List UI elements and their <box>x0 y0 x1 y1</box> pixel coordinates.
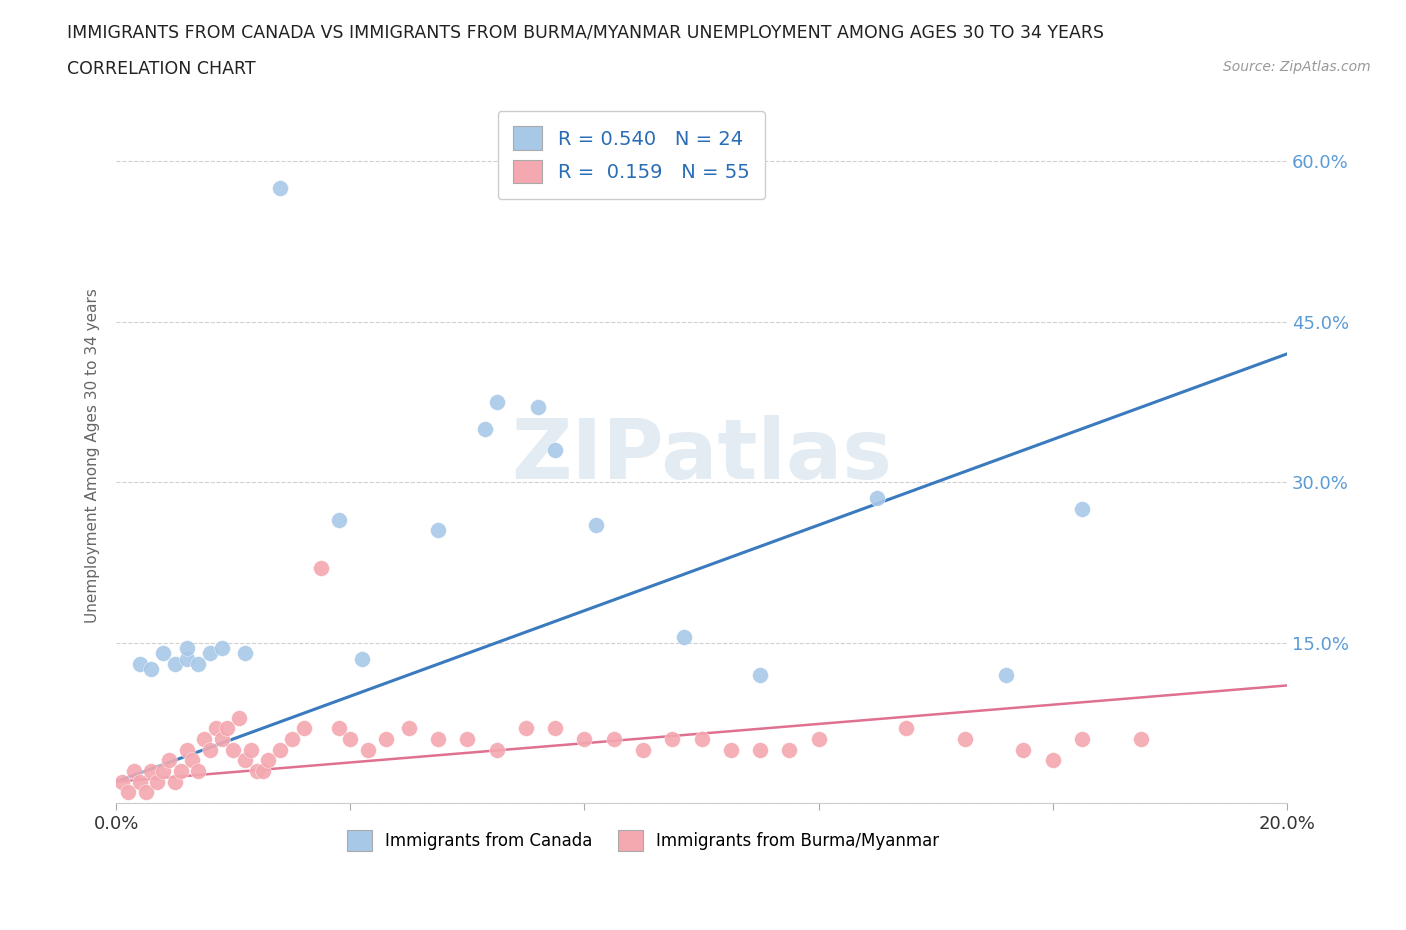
Point <box>163 775 186 790</box>
Point <box>233 646 256 661</box>
Point <box>427 523 450 538</box>
Point <box>204 721 226 736</box>
Point <box>749 742 772 757</box>
Point <box>526 400 548 415</box>
Point <box>807 732 830 747</box>
Point <box>141 764 163 778</box>
Point <box>1129 732 1152 747</box>
Point <box>357 742 380 757</box>
Legend: Immigrants from Canada, Immigrants from Burma/Myanmar: Immigrants from Canada, Immigrants from … <box>340 824 946 857</box>
Point <box>485 394 508 409</box>
Point <box>953 732 976 747</box>
Point <box>176 651 198 666</box>
Point <box>128 775 150 790</box>
Point <box>720 742 742 757</box>
Point <box>228 711 250 725</box>
Point <box>187 764 209 778</box>
Point <box>269 180 291 195</box>
Point <box>181 753 204 768</box>
Point <box>749 668 772 683</box>
Point <box>574 732 596 747</box>
Point <box>1071 501 1094 516</box>
Point <box>176 742 198 757</box>
Point <box>198 742 221 757</box>
Point <box>217 721 239 736</box>
Text: Source: ZipAtlas.com: Source: ZipAtlas.com <box>1223 60 1371 74</box>
Point <box>994 668 1017 683</box>
Point <box>187 657 209 671</box>
Text: CORRELATION CHART: CORRELATION CHART <box>67 60 256 78</box>
Point <box>1071 732 1094 747</box>
Point <box>427 732 450 747</box>
Point <box>239 742 262 757</box>
Text: ZIPatlas: ZIPatlas <box>510 415 891 496</box>
Point <box>352 651 374 666</box>
Point <box>544 443 567 458</box>
Point <box>141 662 163 677</box>
Point <box>128 657 150 671</box>
Point <box>866 491 889 506</box>
Point <box>398 721 420 736</box>
Point <box>117 785 139 800</box>
Point <box>111 775 134 790</box>
Text: IMMIGRANTS FROM CANADA VS IMMIGRANTS FROM BURMA/MYANMAR UNEMPLOYMENT AMONG AGES : IMMIGRANTS FROM CANADA VS IMMIGRANTS FRO… <box>67 23 1105 41</box>
Point <box>122 764 145 778</box>
Point <box>309 561 332 576</box>
Point <box>152 764 174 778</box>
Point <box>1012 742 1035 757</box>
Point <box>269 742 291 757</box>
Point <box>672 630 695 644</box>
Point <box>193 732 215 747</box>
Point <box>211 641 233 656</box>
Point <box>456 732 478 747</box>
Point <box>211 732 233 747</box>
Point <box>292 721 315 736</box>
Point <box>222 742 245 757</box>
Point <box>603 732 626 747</box>
Y-axis label: Unemployment Among Ages 30 to 34 years: Unemployment Among Ages 30 to 34 years <box>86 288 100 623</box>
Point <box>233 753 256 768</box>
Point <box>157 753 180 768</box>
Point <box>163 657 186 671</box>
Point <box>135 785 157 800</box>
Point <box>778 742 800 757</box>
Point <box>474 421 496 436</box>
Point <box>169 764 191 778</box>
Point <box>146 775 169 790</box>
Point <box>328 721 350 736</box>
Point <box>257 753 280 768</box>
Point <box>198 646 221 661</box>
Point <box>252 764 274 778</box>
Point <box>485 742 508 757</box>
Point <box>246 764 269 778</box>
Point <box>661 732 683 747</box>
Point <box>631 742 654 757</box>
Point <box>1042 753 1064 768</box>
Point <box>339 732 361 747</box>
Point <box>585 518 607 533</box>
Point <box>374 732 396 747</box>
Point <box>176 641 198 656</box>
Point <box>544 721 567 736</box>
Point <box>690 732 713 747</box>
Point <box>328 512 350 527</box>
Point <box>281 732 304 747</box>
Point <box>515 721 537 736</box>
Point <box>896 721 918 736</box>
Point <box>152 646 174 661</box>
